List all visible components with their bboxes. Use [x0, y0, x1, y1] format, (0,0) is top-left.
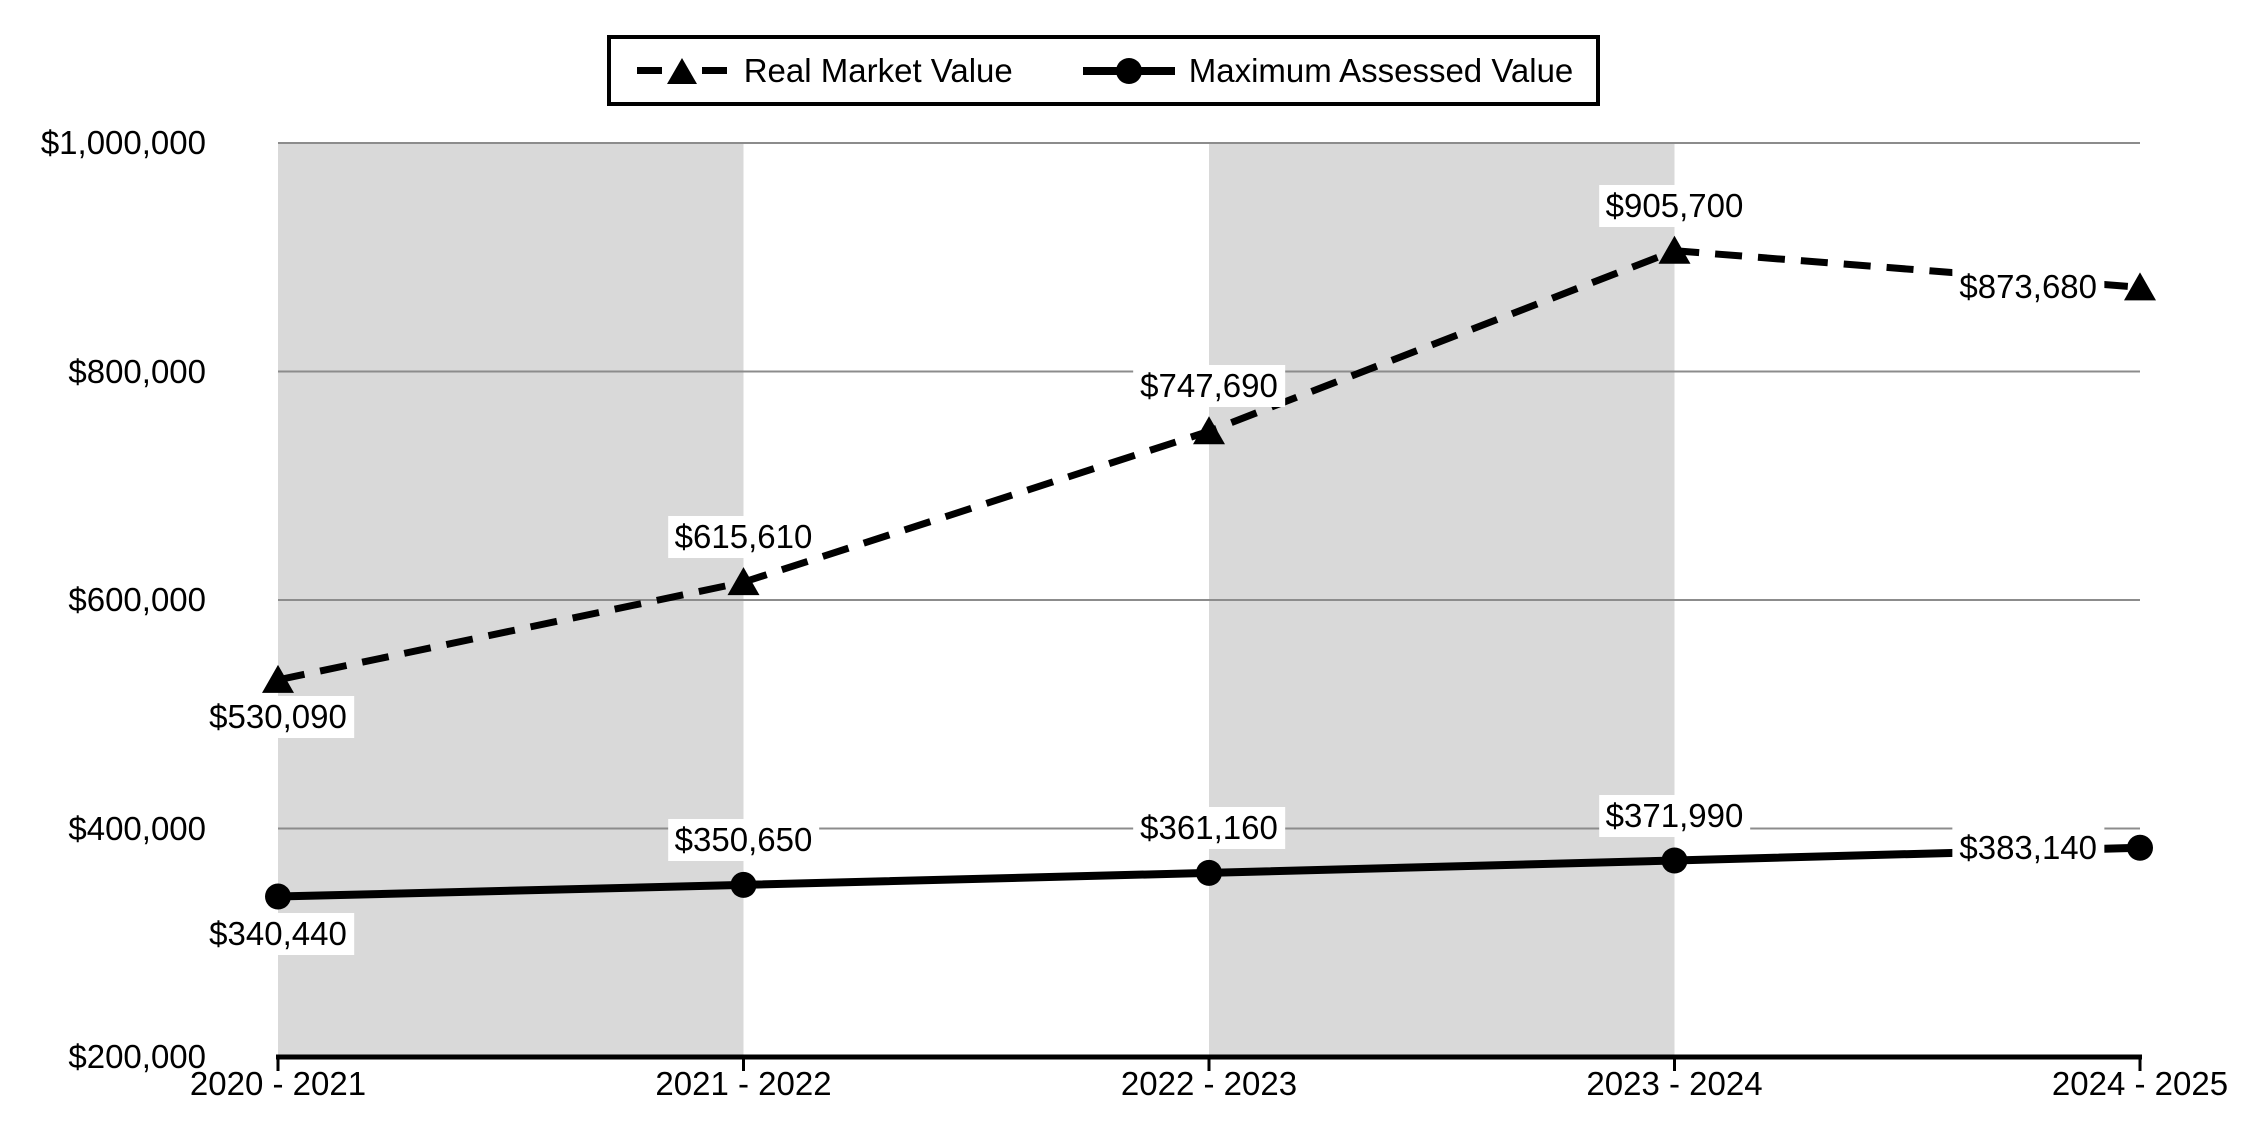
- chart-legend: Real Market Value Maximum Assessed Value: [607, 35, 1600, 106]
- legend-label-real-market-value: Real Market Value: [743, 51, 1013, 89]
- x-axis-tick-label: 2023 - 2024: [1586, 1065, 1763, 1102]
- data-label: $615,610: [667, 516, 820, 559]
- circle-marker: [1661, 847, 1688, 874]
- circle-marker: [1196, 859, 1222, 886]
- legend-dash-icon: [636, 67, 662, 74]
- data-label: $361,160: [1133, 806, 1285, 849]
- triangle-marker: [262, 664, 294, 693]
- data-label: $371,990: [1598, 794, 1751, 837]
- data-label: $383,140: [1952, 826, 2104, 869]
- circle-marker: [265, 883, 291, 910]
- triangle-marker: [1193, 416, 1225, 445]
- data-label: $530,090: [202, 695, 354, 738]
- triangle-marker: [727, 567, 760, 596]
- data-label: $905,700: [1598, 184, 1751, 227]
- data-label: $340,440: [202, 912, 354, 955]
- data-label: $350,650: [667, 818, 820, 861]
- y-axis-tick-label: $1,000,000: [40, 124, 206, 161]
- x-axis-tick-label: 2020 - 2021: [189, 1065, 367, 1102]
- legend-triangle-icon: [666, 57, 697, 84]
- x-axis-tick-label: 2022 - 2023: [1120, 1065, 1298, 1102]
- triangle-marker: [2124, 272, 2156, 301]
- x-axis-tick-label: 2024 - 2025: [2051, 1065, 2229, 1102]
- data-label: $747,690: [1133, 365, 1285, 408]
- legend-dash-icon: [701, 67, 727, 74]
- legend-item-real-market-value: Real Market Value: [634, 51, 1013, 89]
- y-axis-tick-label: $400,000: [68, 809, 206, 847]
- x-axis-tick-label: 2021 - 2022: [655, 1065, 832, 1102]
- y-axis-tick-label: $200,000: [68, 1038, 206, 1075]
- triangle-marker: [1658, 235, 1691, 264]
- data-label: $873,680: [1952, 266, 2104, 309]
- legend-item-maximum-assessed-value: Maximum Assessed Value: [1082, 51, 1574, 89]
- solid-line-circle-marker-icon: [1082, 57, 1175, 84]
- legend-label-maximum-assessed-value: Maximum Assessed Value: [1188, 51, 1574, 89]
- circle-marker: [2127, 834, 2153, 861]
- y-axis-tick-label: $800,000: [68, 352, 206, 390]
- circle-marker: [730, 871, 757, 898]
- legend-circle-icon: [1115, 57, 1142, 84]
- dashed-line-triangle-marker-icon: [634, 57, 730, 84]
- y-axis-tick-label: $600,000: [68, 581, 206, 618]
